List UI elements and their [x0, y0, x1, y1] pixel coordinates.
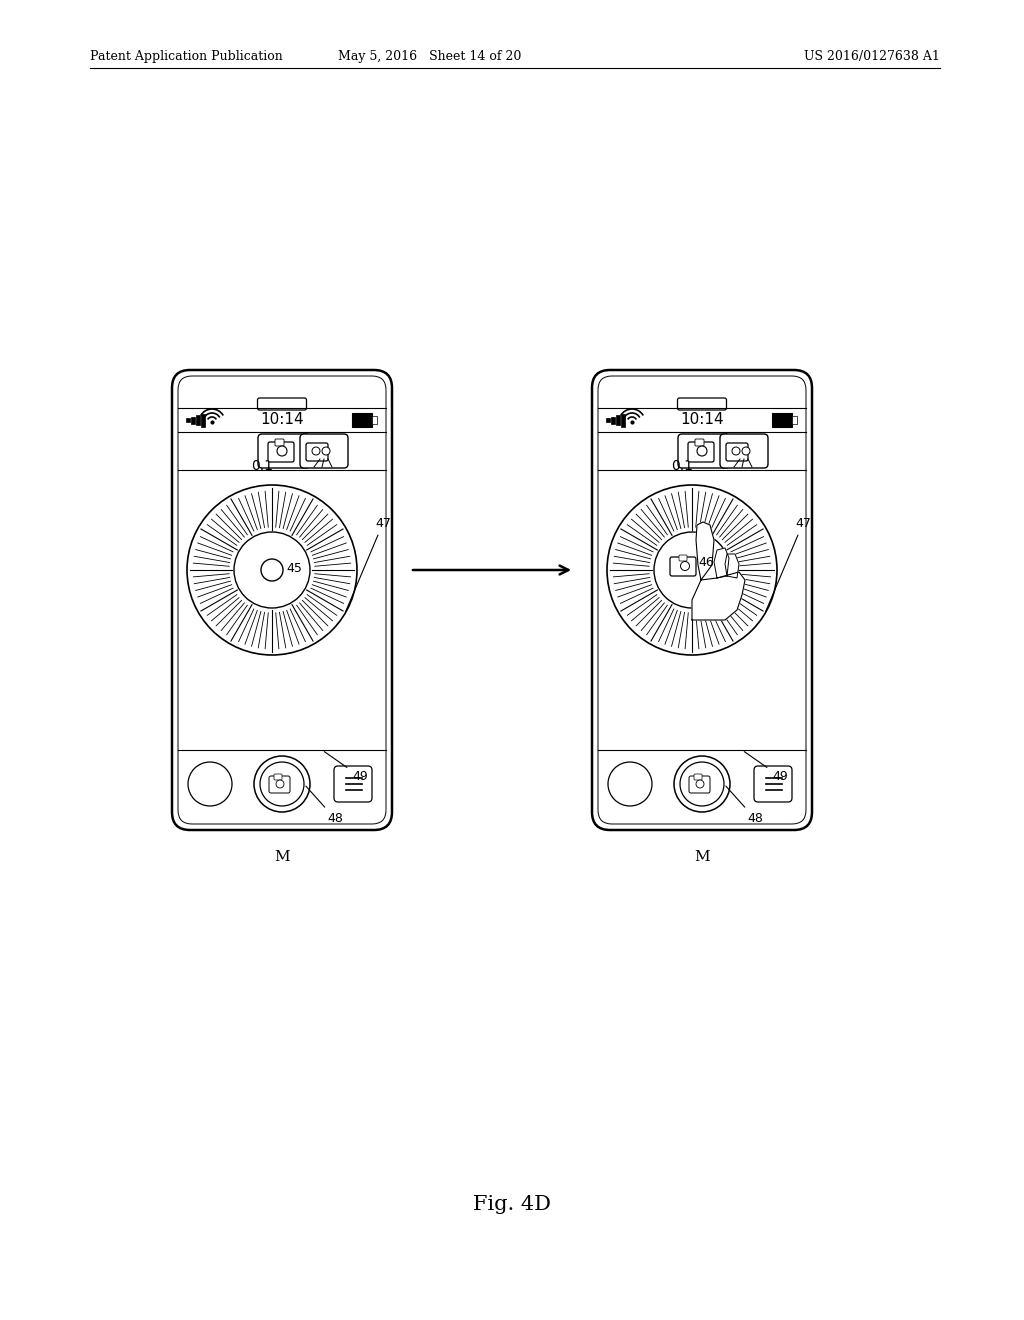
Polygon shape — [714, 548, 729, 578]
Circle shape — [654, 532, 730, 609]
Polygon shape — [696, 521, 714, 579]
Text: Fig. 4D: Fig. 4D — [473, 1196, 551, 1214]
Text: M: M — [274, 850, 290, 865]
FancyBboxPatch shape — [678, 399, 726, 411]
Circle shape — [254, 756, 310, 812]
Text: 47: 47 — [766, 516, 811, 612]
Bar — [352, 413, 372, 426]
Circle shape — [322, 447, 330, 455]
Circle shape — [234, 532, 310, 609]
Circle shape — [742, 447, 750, 455]
Text: 0.1: 0.1 — [671, 459, 693, 473]
FancyBboxPatch shape — [678, 434, 730, 469]
FancyBboxPatch shape — [306, 444, 328, 461]
Text: 10:14: 10:14 — [260, 412, 304, 428]
Text: 46: 46 — [698, 556, 714, 569]
Circle shape — [607, 484, 777, 655]
Circle shape — [674, 756, 730, 812]
FancyBboxPatch shape — [695, 440, 705, 446]
FancyBboxPatch shape — [689, 776, 710, 793]
Text: 0.1: 0.1 — [251, 459, 273, 473]
Circle shape — [680, 762, 724, 807]
Bar — [606, 418, 609, 422]
Bar — [611, 417, 614, 424]
Bar — [186, 418, 189, 422]
Bar — [191, 417, 195, 424]
Circle shape — [188, 762, 232, 807]
Text: 48: 48 — [726, 787, 763, 825]
FancyBboxPatch shape — [274, 774, 282, 780]
Circle shape — [276, 780, 284, 788]
Bar — [772, 413, 792, 426]
FancyBboxPatch shape — [258, 434, 310, 469]
Circle shape — [312, 447, 319, 455]
FancyBboxPatch shape — [592, 370, 812, 830]
FancyBboxPatch shape — [720, 434, 768, 469]
FancyArrowPatch shape — [413, 565, 568, 574]
FancyBboxPatch shape — [300, 434, 348, 469]
FancyBboxPatch shape — [268, 442, 294, 462]
Circle shape — [732, 447, 740, 455]
Text: M: M — [694, 850, 710, 865]
Circle shape — [608, 762, 652, 807]
Bar — [196, 414, 200, 425]
Circle shape — [697, 446, 707, 455]
FancyBboxPatch shape — [269, 776, 290, 793]
FancyBboxPatch shape — [172, 370, 392, 830]
Text: 48: 48 — [306, 787, 343, 825]
FancyBboxPatch shape — [754, 766, 792, 803]
Circle shape — [681, 561, 689, 570]
Bar — [616, 414, 620, 425]
Text: May 5, 2016   Sheet 14 of 20: May 5, 2016 Sheet 14 of 20 — [338, 50, 521, 63]
Text: 49: 49 — [744, 751, 787, 783]
Circle shape — [696, 780, 705, 788]
Text: Patent Application Publication: Patent Application Publication — [90, 50, 283, 63]
Text: 49: 49 — [325, 751, 368, 783]
Bar — [792, 416, 797, 424]
FancyBboxPatch shape — [726, 444, 748, 461]
Bar — [621, 413, 625, 426]
FancyBboxPatch shape — [334, 766, 372, 803]
FancyBboxPatch shape — [275, 440, 284, 446]
FancyBboxPatch shape — [688, 442, 714, 462]
Polygon shape — [725, 554, 739, 578]
Text: 10:14: 10:14 — [680, 412, 724, 428]
Circle shape — [261, 558, 283, 581]
Text: US 2016/0127638 A1: US 2016/0127638 A1 — [804, 50, 940, 63]
Bar — [372, 416, 377, 424]
Circle shape — [278, 446, 287, 455]
Text: 47: 47 — [345, 516, 391, 612]
FancyBboxPatch shape — [670, 557, 696, 576]
Bar — [201, 413, 205, 426]
Text: 45: 45 — [286, 561, 302, 574]
FancyBboxPatch shape — [679, 554, 687, 561]
Circle shape — [187, 484, 357, 655]
FancyBboxPatch shape — [694, 774, 702, 780]
Circle shape — [260, 762, 304, 807]
FancyBboxPatch shape — [257, 399, 306, 411]
Polygon shape — [692, 572, 745, 620]
